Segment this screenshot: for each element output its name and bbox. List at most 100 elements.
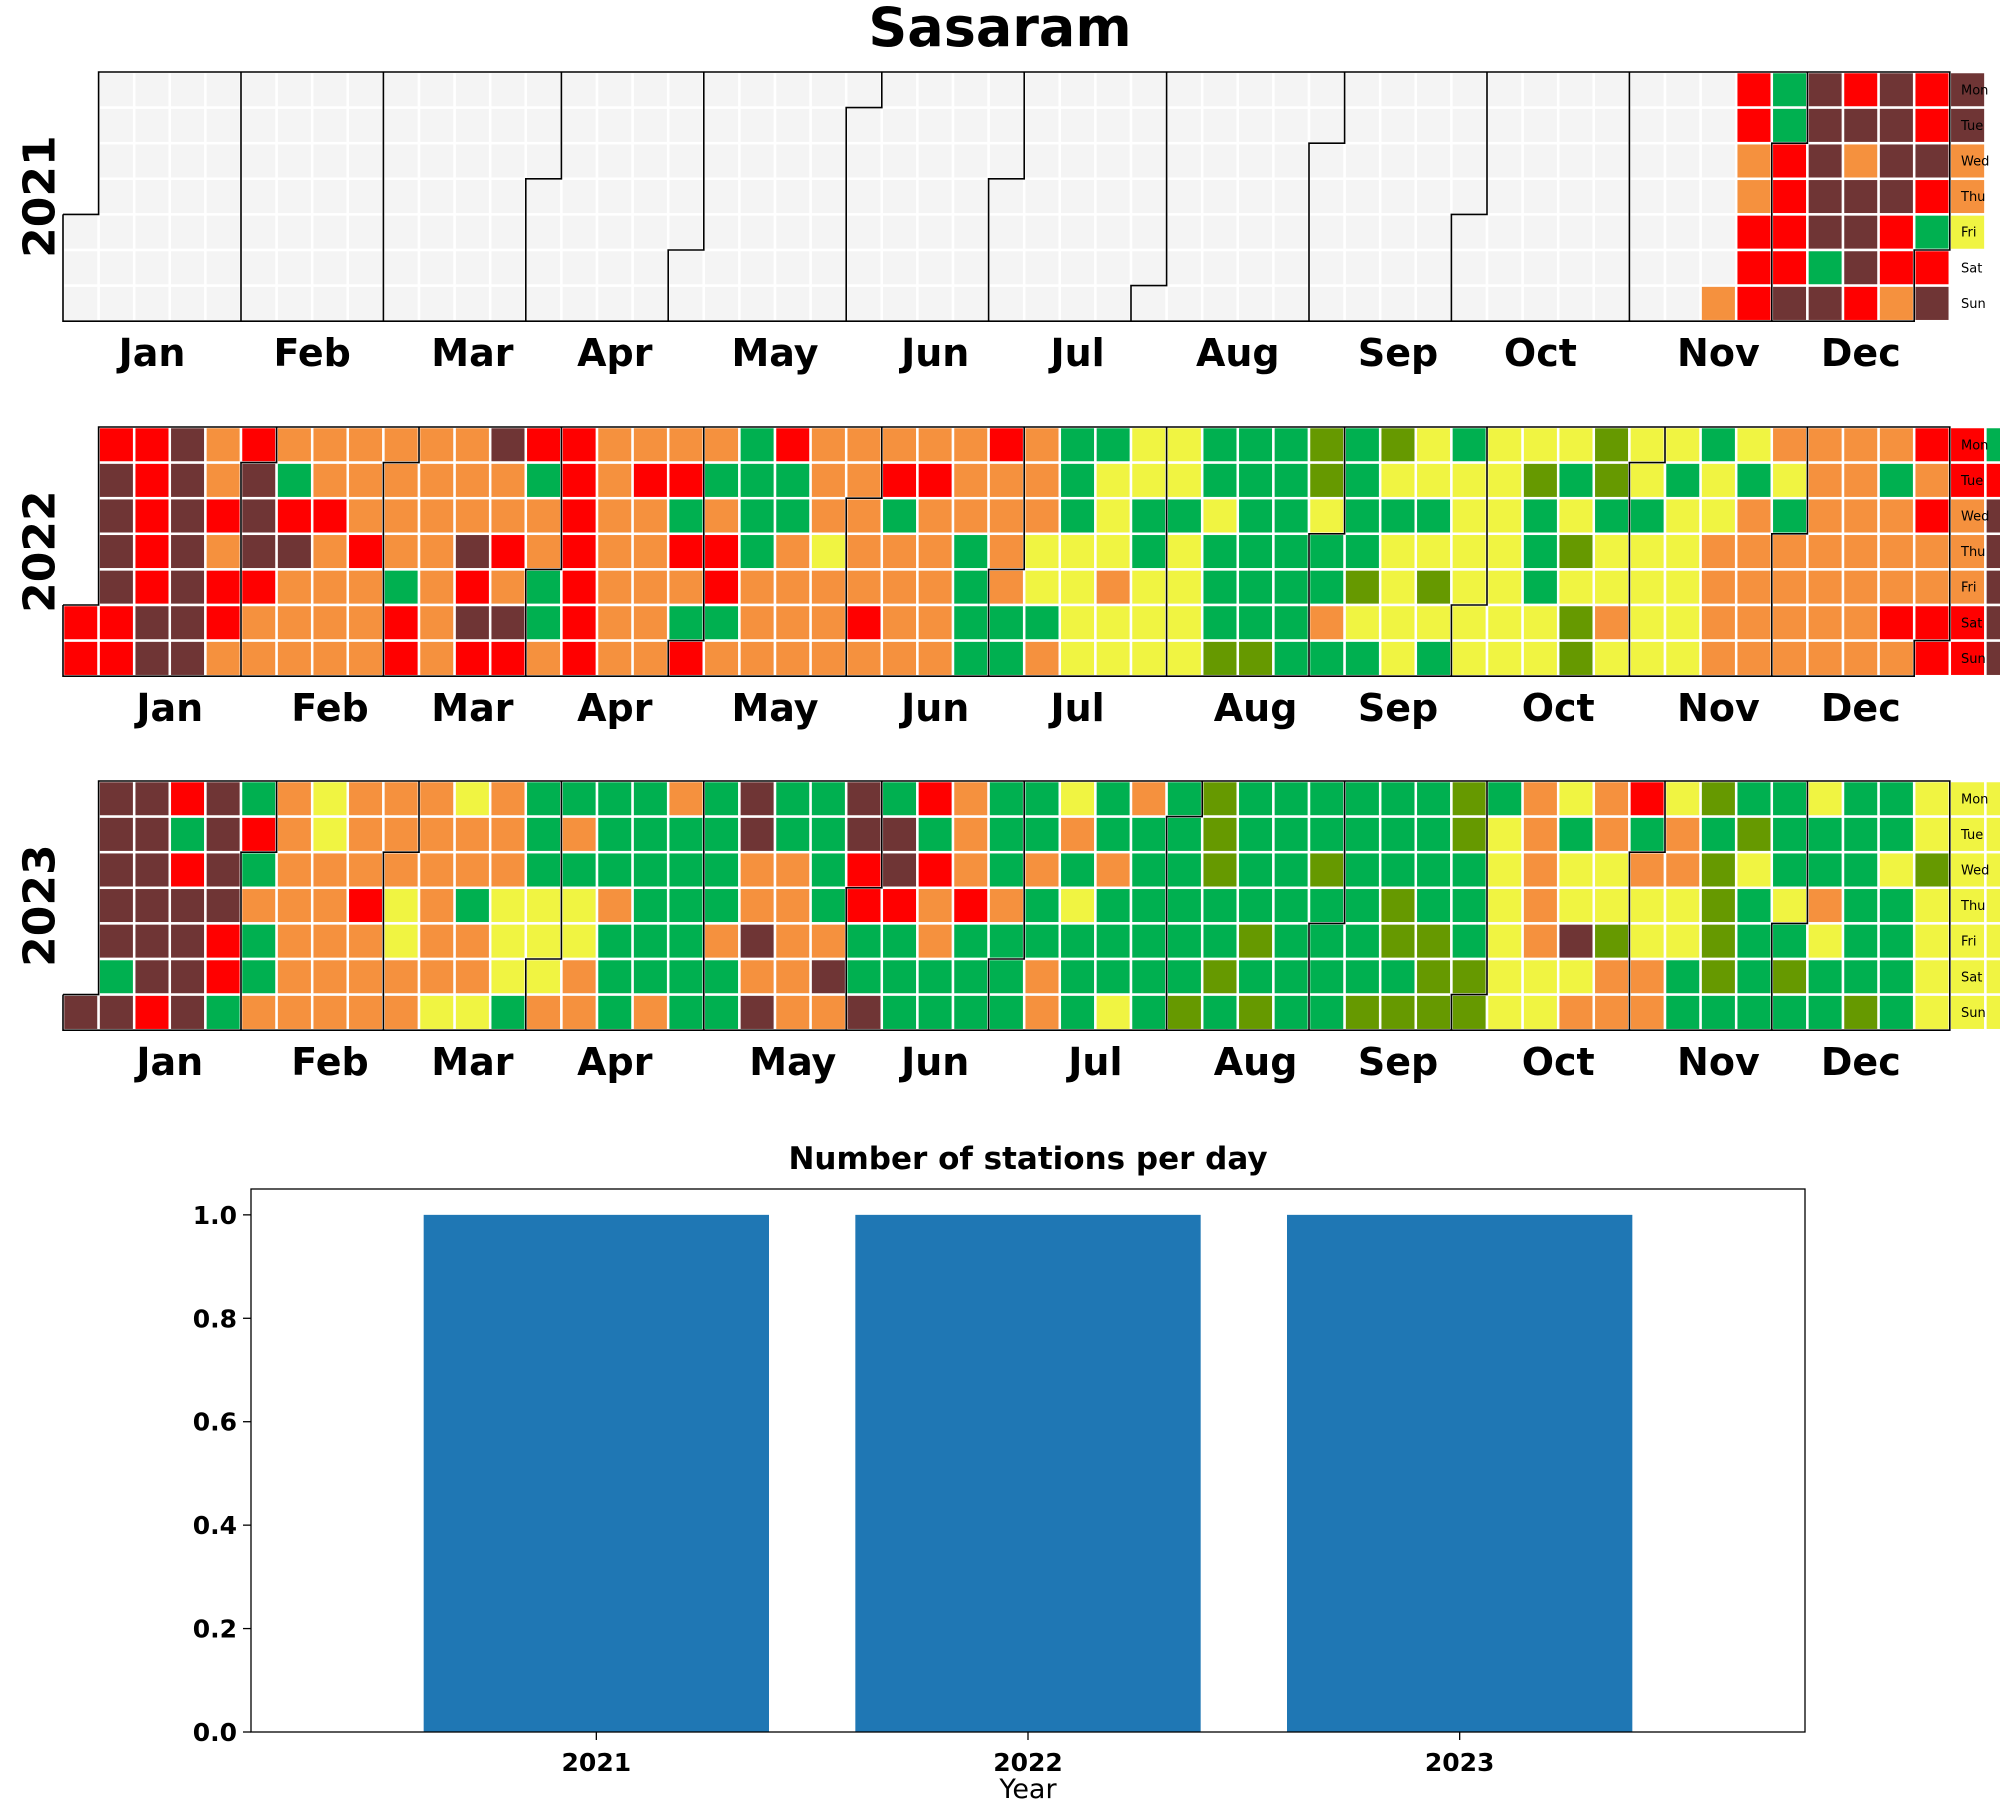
day-cell	[417, 248, 456, 287]
day-cell	[1663, 496, 1702, 536]
day-cell	[916, 532, 955, 571]
weekday-label: Thu	[1960, 899, 1985, 914]
day-cell	[1450, 532, 1489, 571]
day-cell	[524, 779, 563, 818]
day-cell	[168, 284, 207, 323]
day-cell	[453, 850, 492, 890]
day-cell	[1272, 532, 1311, 571]
day-cell	[1628, 850, 1667, 890]
day-cell	[1841, 177, 1880, 216]
day-cell	[310, 106, 350, 145]
day-cell	[1378, 815, 1418, 854]
day-cell	[1200, 850, 1240, 890]
day-cell	[524, 284, 563, 323]
day-cell	[417, 886, 456, 925]
day-cell	[346, 568, 385, 607]
day-cell	[595, 496, 634, 536]
month-divider	[1771, 72, 1809, 322]
day-cell	[773, 815, 812, 854]
weekday-label: Sun	[1961, 652, 1986, 667]
day-cell	[987, 532, 1026, 571]
day-cell	[488, 886, 528, 925]
day-cell	[275, 639, 314, 678]
day-cell	[916, 779, 955, 818]
day-cell	[1770, 425, 1809, 464]
day-cell	[1307, 141, 1346, 181]
day-cell	[346, 957, 385, 996]
weekday-label: Fri	[1961, 935, 1977, 950]
day-cell	[773, 922, 812, 961]
day-cell	[560, 461, 599, 500]
day-cell	[488, 532, 528, 571]
day-cell	[916, 248, 955, 287]
day-cell	[1450, 850, 1489, 890]
day-cell	[524, 141, 563, 181]
day-cell	[1022, 779, 1062, 818]
day-cell	[1806, 106, 1845, 145]
day-cell	[560, 639, 599, 678]
day-cell	[1200, 532, 1240, 571]
day-cell	[560, 603, 599, 642]
day-cell	[1699, 532, 1738, 571]
day-cell	[417, 957, 456, 996]
day-cell	[1592, 850, 1631, 890]
day-cell	[595, 850, 634, 890]
day-cell	[310, 568, 350, 607]
day-cell	[1094, 922, 1133, 961]
day-cell	[702, 815, 741, 854]
day-cell	[1521, 532, 1560, 571]
day-cell	[1699, 461, 1738, 500]
day-cell	[1343, 815, 1382, 854]
day-cell	[1058, 496, 1097, 536]
day-cell	[1022, 568, 1062, 607]
day-cell	[1307, 815, 1346, 854]
day-cell	[738, 248, 777, 287]
day-cell	[1450, 815, 1489, 854]
day-cell	[1699, 815, 1738, 854]
day-cell	[1877, 141, 1916, 181]
day-cell	[417, 177, 456, 216]
day-cell	[1699, 106, 1738, 145]
month-label: Nov	[1677, 1040, 1760, 1084]
day-cell	[168, 461, 207, 500]
day-cell	[1521, 213, 1560, 252]
day-cell	[1272, 425, 1311, 464]
day-cell	[1272, 886, 1311, 925]
day-cell	[1806, 957, 1845, 996]
month-label: Nov	[1677, 331, 1760, 375]
day-cell	[560, 957, 599, 996]
day-cell	[738, 141, 777, 181]
day-cell	[1378, 213, 1418, 252]
day-cell	[880, 850, 919, 890]
day-cell	[1521, 106, 1560, 145]
day-cell	[1734, 141, 1774, 181]
day-cell	[1200, 70, 1240, 109]
day-cell	[595, 603, 634, 642]
month-divider	[1628, 781, 1666, 1031]
day-cell	[488, 993, 528, 1032]
day-cell	[1165, 603, 1204, 642]
day-cell	[1094, 957, 1133, 996]
day-cell	[1770, 815, 1809, 854]
day-cell	[631, 425, 670, 464]
day-cell	[1663, 922, 1702, 961]
day-cell	[275, 922, 314, 961]
day-cell	[1734, 779, 1774, 818]
month-divider	[987, 72, 1025, 322]
day-cell	[275, 177, 314, 216]
day-cell	[1912, 568, 1952, 607]
day-cell	[1877, 284, 1916, 323]
day-cell	[1556, 106, 1596, 145]
day-cell	[1734, 496, 1774, 536]
day-cell	[1770, 496, 1809, 536]
day-cell	[631, 70, 670, 109]
day-cell	[560, 496, 599, 536]
day-cell	[61, 213, 100, 252]
day-cell	[1556, 993, 1596, 1032]
day-cell	[1734, 213, 1774, 252]
day-cell	[987, 284, 1026, 323]
day-cell	[97, 496, 136, 536]
day-cell	[738, 284, 777, 323]
day-cell	[488, 70, 528, 109]
